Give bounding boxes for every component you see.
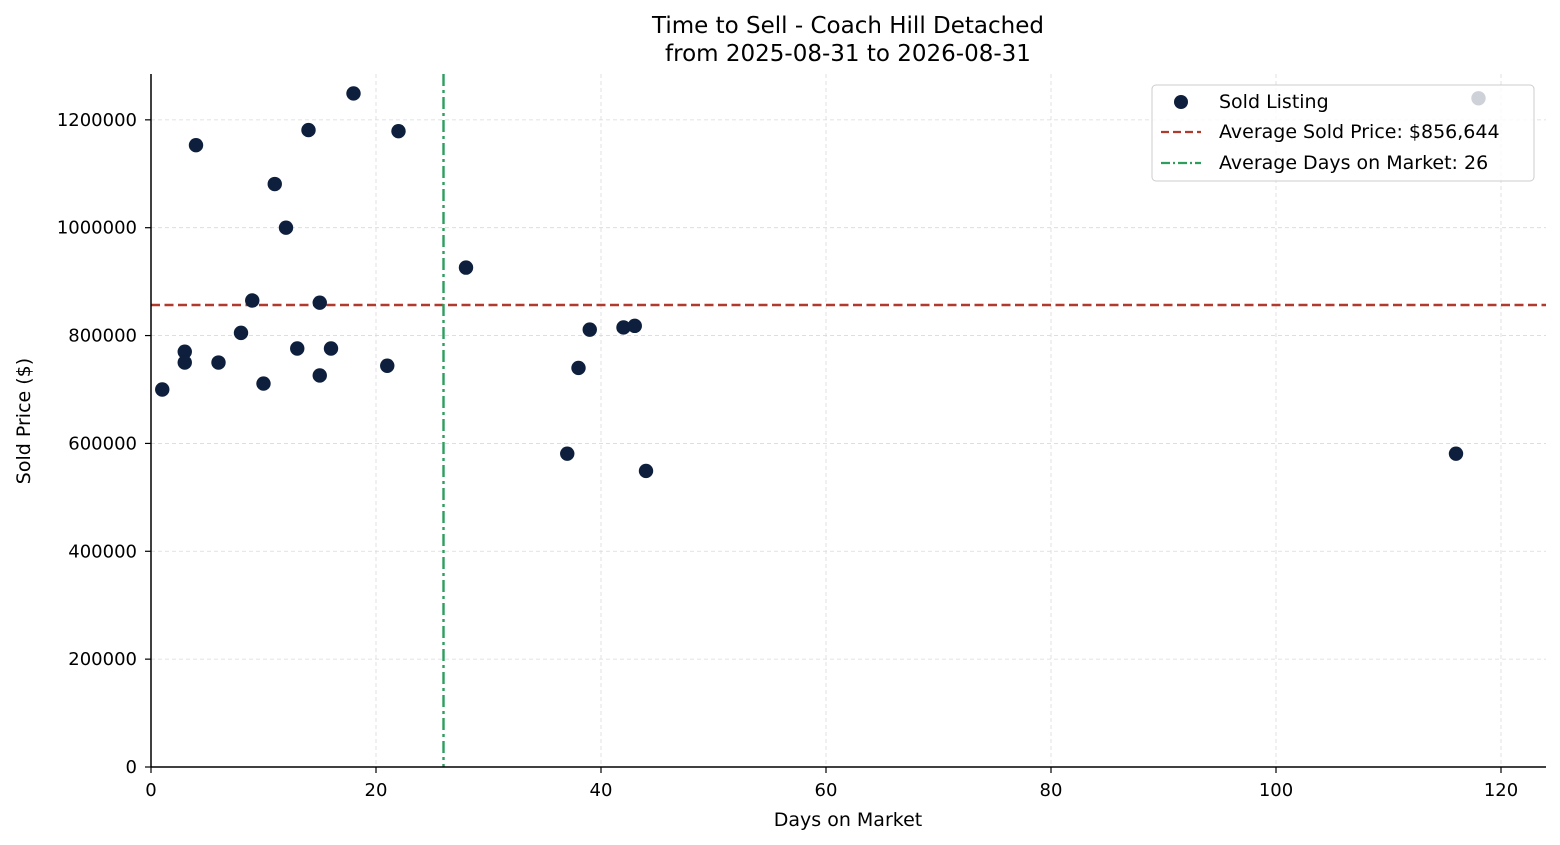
sold-listing-point xyxy=(458,260,474,275)
y-tick-label: 1000000 xyxy=(57,218,137,239)
sold-listing-point xyxy=(380,358,395,373)
sold-listing-point xyxy=(391,123,406,139)
y-tick-label: 200000 xyxy=(68,649,137,670)
y-ticks: 0 200000 400000 600000 800000 1000000 1200000 xyxy=(57,110,151,778)
sold-listing-point xyxy=(346,86,361,101)
sold-listing-point xyxy=(256,376,271,391)
axes xyxy=(150,74,1546,768)
x-tick-label: 100 xyxy=(1259,780,1293,801)
sold-listing-point xyxy=(245,293,260,308)
sold-listing-point xyxy=(560,446,575,461)
chart-subtitle: from 2025-08-31 to 2026-08-31 xyxy=(665,41,1031,67)
sold-listing-point xyxy=(638,463,654,479)
chart-title: Time to Sell - Coach Hill Detached xyxy=(651,13,1044,39)
sold-listing-point xyxy=(582,322,597,337)
legend-label-sold-listing: Sold Listing xyxy=(1219,91,1329,113)
sold-listing-point xyxy=(177,355,192,370)
sold-listing-point xyxy=(267,176,282,192)
x-tick-label: 0 xyxy=(145,780,156,801)
sold-listing-point xyxy=(616,320,631,335)
sold-listing-point xyxy=(188,137,204,153)
sold-listing-point xyxy=(211,355,226,370)
legend-label-average-price: Average Sold Price: $856,644 xyxy=(1219,121,1500,143)
x-tick-label: 40 xyxy=(590,780,613,801)
legend-label-average-days: Average Days on Market: 26 xyxy=(1219,152,1488,174)
reference-lines xyxy=(151,74,1546,767)
y-tick-label: 800000 xyxy=(68,326,137,347)
sold-listing-point xyxy=(312,295,327,310)
x-ticks: 0 20 40 60 80 100 120 xyxy=(145,767,1518,801)
sold-listing-point xyxy=(571,360,586,376)
sold-listing-point xyxy=(627,318,642,334)
sold-listing-point xyxy=(323,341,339,356)
x-tick-label: 80 xyxy=(1040,780,1063,801)
y-tick-label: 600000 xyxy=(68,433,137,454)
legend: Sold Listing Average Sold Price: $856,64… xyxy=(1151,84,1535,182)
y-axis-label: Sold Price ($) xyxy=(13,358,35,484)
sold-listing-point xyxy=(233,325,249,341)
y-tick-label: 400000 xyxy=(68,541,137,562)
y-tick-label: 1200000 xyxy=(57,110,137,131)
sold-listing-point xyxy=(301,122,316,138)
sold-listing-point xyxy=(312,368,327,383)
legend-marker-sold-listing xyxy=(1174,95,1188,109)
legend-box xyxy=(1151,84,1535,182)
data-points xyxy=(155,86,1486,479)
x-axis-label: Days on Market xyxy=(774,809,922,831)
sold-listing-point xyxy=(1448,446,1464,461)
sold-listing-point xyxy=(155,382,170,397)
sold-listing-point xyxy=(290,341,305,356)
sold-listing-point xyxy=(177,344,192,359)
y-tick-label: 0 xyxy=(126,757,137,778)
x-tick-label: 60 xyxy=(815,780,838,801)
x-tick-label: 120 xyxy=(1484,780,1518,801)
x-tick-label: 20 xyxy=(365,780,388,801)
sold-listing-point xyxy=(278,220,294,235)
